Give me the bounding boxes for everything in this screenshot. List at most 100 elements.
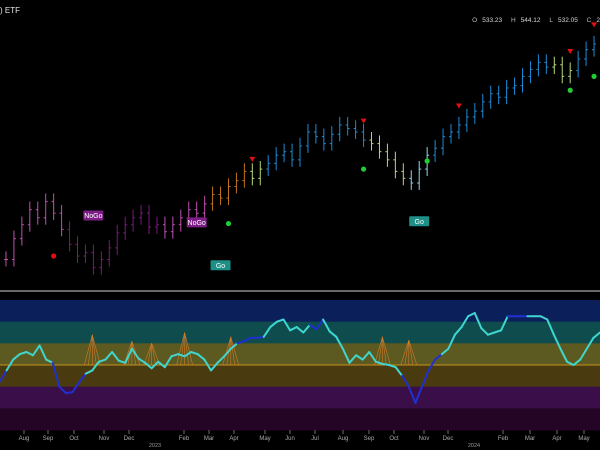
- oscillator-band: [0, 408, 600, 431]
- oscillator-spike: [84, 334, 101, 366]
- oscillator-line-segment: [572, 358, 582, 366]
- go-badge-label: Go: [415, 219, 424, 226]
- go-badge-label: Go: [216, 263, 225, 270]
- x-tick-label: Nov: [419, 436, 430, 442]
- oscillator-line-segment: [308, 323, 318, 331]
- oscillator-line-segment: [486, 331, 496, 336]
- countertrend-triangle: [567, 49, 574, 55]
- oscillator-line-segment: [196, 353, 206, 361]
- go-badge: [409, 216, 430, 227]
- oscillator-line-segment: [407, 385, 417, 404]
- oscillator-line-segment: [467, 312, 476, 318]
- oscillator-line-segment: [236, 340, 245, 345]
- nogo-dot: [51, 253, 57, 259]
- go-dot: [225, 220, 232, 227]
- oscillator-line-segment: [242, 336, 252, 343]
- oscillator-line-segment: [355, 354, 364, 361]
- oscillator-line-segment: [559, 347, 569, 363]
- oscillator-line-segment: [269, 320, 278, 329]
- x-tick-label: Jun: [285, 436, 295, 442]
- oscillator-line-segment: [381, 362, 391, 366]
- oscillator-line-segment: [414, 385, 423, 404]
- oscillator-line-segment: [190, 351, 199, 356]
- x-tick-label: Aug: [19, 436, 30, 442]
- oscillator-line-segment: [12, 353, 21, 361]
- oscillator-line-segment: [229, 342, 239, 350]
- oscillator-line-segment: [163, 355, 173, 369]
- oscillator-line-segment: [388, 364, 397, 369]
- oscillator-line-segment: [374, 360, 384, 365]
- oscillator-line-segment: [45, 358, 54, 364]
- x-tick-label: May: [578, 436, 589, 442]
- oscillator-line-segment: [64, 391, 74, 395]
- go-dot: [567, 87, 573, 93]
- oscillator-line-segment: [84, 369, 94, 375]
- oscillator-line-segment: [315, 318, 325, 331]
- oscillator-line-segment: [130, 347, 140, 360]
- oscillator-line-segment: [78, 372, 87, 384]
- oscillator-line-segment: [341, 347, 351, 364]
- oscillator-line-segment: [97, 358, 107, 363]
- oscillator-line-segment: [275, 318, 285, 323]
- oscillator-line-segment: [282, 318, 292, 332]
- oscillator-line-segment: [124, 347, 133, 364]
- countertrend-triangle: [455, 103, 462, 109]
- oscillator-line-segment: [453, 326, 463, 336]
- oscillator-line-segment: [552, 333, 562, 350]
- oscillator-line-segment: [51, 361, 61, 388]
- oscillator-line-segment: [394, 366, 404, 377]
- x-tick-label: May: [259, 436, 270, 442]
- countertrend-triangle: [591, 22, 598, 28]
- oscillator-line-segment: [493, 329, 503, 334]
- oscillator-line-segment: [480, 327, 489, 336]
- oscillator-band: [0, 386, 600, 409]
- oscillator-line-segment: [322, 318, 331, 333]
- x-tick-label: Jul: [311, 436, 319, 442]
- oscillator-line-segment: [368, 351, 377, 363]
- oscillator-band: [0, 300, 600, 323]
- ohlc-high: H 544.12: [510, 17, 541, 24]
- x-tick-label: Apr: [229, 436, 238, 442]
- oscillator-line-segment: [58, 385, 67, 395]
- oscillator-line-segment: [223, 347, 232, 358]
- go-dot: [360, 166, 367, 172]
- oscillator-line-segment: [71, 381, 81, 394]
- x-tick-label: Oct: [69, 436, 79, 442]
- x-tick-label: Aug: [338, 436, 349, 442]
- nogo-badge-label: NoGo: [188, 220, 206, 227]
- oscillator-line-segment: [5, 358, 15, 372]
- x-tick-label: Nov: [99, 436, 110, 442]
- oscillator-line-segment: [401, 374, 410, 388]
- oscillator-line-segment: [566, 360, 575, 366]
- oscillator-line-segment: [500, 315, 509, 332]
- ohlc-low: L 532.05: [549, 17, 578, 24]
- oscillator-line-segment: [434, 353, 443, 361]
- oscillator-line-segment: [579, 347, 588, 361]
- x-tick-label: Sep: [43, 436, 54, 442]
- oscillator-line-segment: [137, 357, 147, 364]
- oscillator-spike: [374, 336, 391, 366]
- oscillator-line-segment: [18, 351, 28, 356]
- x-tick-label: Sep: [364, 436, 375, 442]
- go-badge: [210, 260, 231, 271]
- oscillator-line-segment: [539, 315, 549, 321]
- oscillator-line-segment: [256, 335, 265, 339]
- oscillator-line-segment: [157, 360, 166, 369]
- oscillator-line-segment: [104, 351, 114, 361]
- oscillator-line-segment: [302, 323, 311, 334]
- oscillator-line-segment: [144, 361, 153, 370]
- x-tick-label: Oct: [389, 436, 399, 442]
- oscillator-line-segment: [209, 361, 219, 372]
- oscillator-spike: [176, 332, 193, 366]
- oscillator-line-segment: [546, 318, 555, 336]
- go-dot: [424, 158, 430, 164]
- oscillator-line-segment: [427, 358, 437, 372]
- nogo-badge-label: NoGo: [84, 213, 102, 220]
- x-tick-label: Apr: [552, 436, 561, 442]
- oscillator-line-segment: [203, 358, 212, 372]
- x-tick-label: Feb: [179, 436, 190, 442]
- oscillator-line-segment: [262, 326, 272, 338]
